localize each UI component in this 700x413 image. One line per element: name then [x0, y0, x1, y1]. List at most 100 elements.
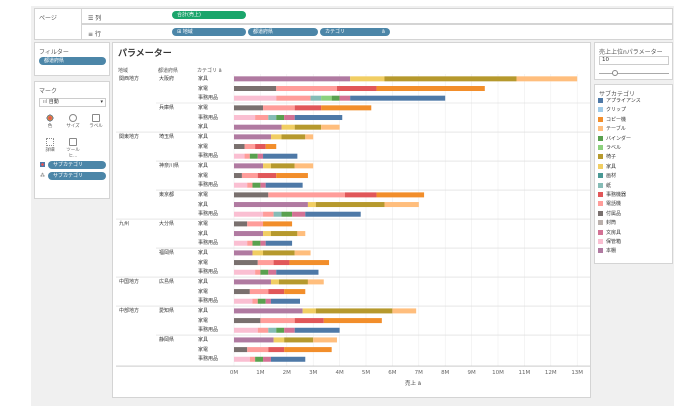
legend-item[interactable]: 保管箱 [598, 239, 621, 245]
rows-pill-category[interactable]: カテゴリ ā [320, 28, 390, 36]
header-category-label: カテゴリ [197, 68, 218, 74]
size-icon [69, 114, 77, 122]
legend-item[interactable]: 画材 [598, 173, 616, 179]
legend-label: 保管箱 [606, 239, 622, 245]
size-button[interactable]: サイズ [62, 112, 84, 134]
region-label: 中国地方 [119, 279, 140, 286]
legend-swatch [598, 182, 603, 188]
detail-icon [46, 138, 54, 146]
legend-item[interactable]: 文房具 [598, 229, 621, 236]
filter-pill-prefecture[interactable]: 都道府県 [39, 57, 106, 65]
legend-item[interactable]: バインダー [598, 135, 631, 142]
legend-label: 紙 [606, 182, 612, 189]
category-label: 事務用品 [198, 269, 219, 276]
legend-swatch [598, 145, 603, 150]
legend-item[interactable]: 椅子 [598, 154, 616, 160]
text-icon [92, 114, 100, 122]
prefecture-label: 埼玉県 [159, 134, 175, 141]
category-label: 家電 [198, 85, 209, 92]
category-label: 家具 [198, 124, 209, 131]
prefecture-label: 兵庫県 [159, 105, 175, 111]
legend-item[interactable]: コピー機 [598, 116, 626, 123]
x-axis-title: 売上 ā [405, 379, 421, 387]
detail-button[interactable]: 詳細 [39, 136, 61, 158]
legend-label: 電話機 [606, 201, 622, 208]
legend-label: 封筒 [606, 220, 617, 227]
legend-swatch [598, 210, 603, 216]
chevron-down-icon: ▾ [100, 99, 103, 105]
legend-item[interactable]: アプライアンス [598, 98, 641, 104]
legend-item[interactable]: テーブル [598, 126, 626, 132]
mark-type-select[interactable]: ııl 自動 ▾ [39, 98, 106, 107]
region-label: 関西地方 [119, 76, 140, 82]
region-label: 中部地方 [119, 308, 140, 315]
legend-swatch [598, 107, 603, 113]
header-region[interactable]: 地域 [118, 68, 129, 74]
columns-shelf[interactable]: ☰ 列 [81, 8, 673, 24]
color-button[interactable]: 色 [39, 112, 61, 134]
category-label: 家電 [198, 346, 209, 353]
columns-shelf-label: ☰ 列 [88, 15, 102, 22]
category-label: 事務用品 [198, 182, 219, 189]
legend-label: 事務機器 [606, 192, 627, 198]
mark-pill-detail[interactable]: サブカテゴリ [48, 172, 106, 180]
parameter-slider[interactable] [599, 70, 669, 76]
legend-label: アプライアンス [606, 98, 641, 104]
legend-swatch [598, 116, 603, 122]
category-label: 家電 [198, 143, 209, 150]
slider-handle[interactable] [611, 70, 618, 76]
detail-mark-icon: ⁂ [40, 173, 45, 179]
rows-shelf-label: ≡ 行 [88, 31, 101, 38]
category-label: 家電 [198, 317, 209, 324]
label-button[interactable]: ラベル [85, 112, 107, 134]
legend-label: 画材 [606, 173, 617, 180]
rows-pill-prefecture[interactable]: 都道府県 [248, 28, 318, 36]
columns-pill-sales[interactable]: 合計(売上) [172, 11, 246, 19]
label-label: ラベル [89, 124, 103, 129]
category-label: 家電 [198, 172, 209, 179]
category-label: 家電 [198, 192, 209, 199]
legend-item[interactable]: 本棚 [598, 248, 616, 254]
legend-item[interactable]: 家具 [598, 163, 616, 170]
parameter-input[interactable]: 10 [599, 56, 669, 65]
category-label: 事務用品 [198, 153, 219, 160]
legend-item[interactable]: 封筒 [598, 220, 616, 226]
filters-card: フィルター 都道府県 [34, 42, 110, 76]
tooltip-label: ツールヒ... [66, 148, 80, 159]
rows-pill-region-label: 地域 [182, 29, 193, 35]
legend-item[interactable]: 事務機器 [598, 192, 626, 198]
slider-track [599, 73, 669, 74]
header-category[interactable]: カテゴリ ā [197, 67, 222, 74]
prefecture-label: 福岡県 [159, 250, 175, 257]
legend-swatch [598, 98, 603, 103]
mark-pill-color[interactable]: サブカテゴリ [48, 161, 106, 169]
rows-icon: ≡ [88, 31, 95, 38]
category-label: 家具 [198, 201, 209, 208]
size-label: サイズ [66, 124, 80, 129]
header-prefecture[interactable]: 都道府県 [158, 68, 179, 74]
legend-item[interactable]: 紙 [598, 182, 612, 189]
category-label: 事務用品 [198, 211, 219, 218]
legend-title: サブカテゴリ [599, 91, 636, 98]
category-label: 家具 [198, 250, 209, 257]
prefecture-label: 東京都 [159, 192, 175, 199]
legend-swatch [598, 126, 603, 132]
legend-swatch [598, 154, 603, 160]
category-label: 事務用品 [198, 298, 219, 305]
pages-title: ページ [39, 15, 57, 22]
sheet-view [112, 42, 591, 398]
legend-item[interactable]: 電話機 [598, 201, 621, 207]
category-label: 家具 [198, 76, 209, 82]
columns-icon: ☰ [88, 15, 96, 22]
category-label: 家電 [198, 259, 209, 266]
region-label: 九州 [119, 221, 130, 228]
legend-item[interactable]: ラベル [598, 145, 621, 151]
rows-pill-category-label: カテゴリ [325, 29, 346, 35]
legend-item[interactable]: クリップ [598, 107, 626, 113]
legend-item[interactable]: 付属品 [598, 210, 621, 217]
rows-pill-region[interactable]: ⊞ 地域 [172, 28, 246, 36]
tooltip-button[interactable]: ツールヒ... [62, 136, 84, 159]
filters-title: フィルター [39, 49, 69, 56]
marks-card: マーク ııl 自動 ▾ 色 サイズ ラベル 詳細 ツールヒ... サブカテゴリ… [34, 81, 110, 199]
marks-title: マーク [39, 88, 58, 95]
